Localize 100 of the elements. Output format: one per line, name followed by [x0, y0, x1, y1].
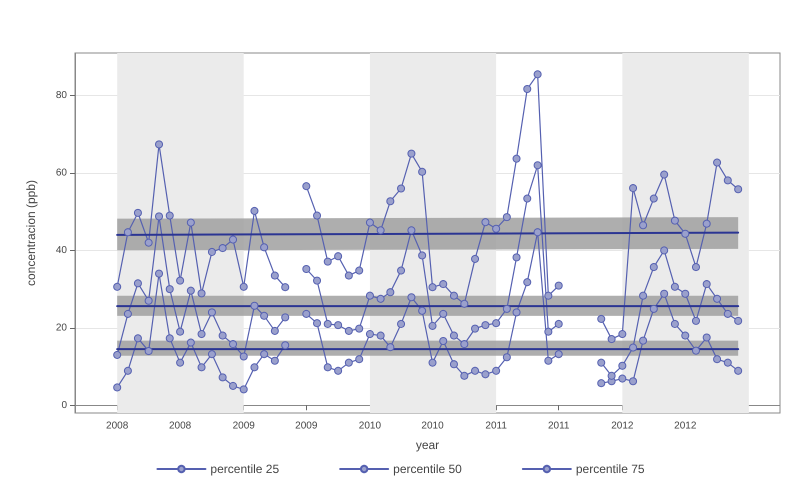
- point: [186, 286, 195, 295]
- y-tick-label: 60: [56, 168, 68, 178]
- point: [512, 253, 521, 262]
- point: [250, 363, 258, 372]
- point: [534, 70, 542, 78]
- point: [281, 283, 290, 292]
- y-tick-label: 0: [61, 400, 68, 411]
- point: [113, 383, 122, 392]
- point: [407, 293, 416, 302]
- point: [240, 282, 248, 291]
- point: [260, 312, 268, 320]
- point: [523, 85, 532, 93]
- point: [734, 366, 742, 375]
- point: [692, 263, 700, 272]
- point: [344, 358, 353, 367]
- point: [134, 279, 142, 288]
- point: [460, 300, 468, 308]
- point: [281, 313, 290, 322]
- point: [208, 350, 216, 358]
- point: [512, 154, 521, 163]
- point: [208, 308, 216, 316]
- point: [376, 294, 385, 303]
- point: [260, 243, 268, 252]
- point: [218, 332, 227, 340]
- point: [554, 282, 563, 290]
- point: [134, 208, 142, 217]
- point: [554, 320, 563, 328]
- point: [198, 330, 206, 338]
- point: [702, 220, 711, 228]
- point: [376, 332, 385, 340]
- point: [270, 356, 279, 365]
- point: [418, 168, 426, 176]
- point: [650, 304, 658, 313]
- point: [229, 236, 238, 244]
- point: [439, 310, 448, 318]
- point: [386, 197, 394, 206]
- point: [692, 316, 700, 325]
- point: [418, 251, 426, 260]
- point: [597, 358, 606, 367]
- y-axis-title: concentracion (ppb): [24, 180, 38, 286]
- point: [155, 212, 164, 220]
- point: [313, 276, 322, 285]
- point: [534, 228, 542, 236]
- point: [512, 308, 521, 316]
- point: [176, 358, 184, 367]
- point: [597, 314, 606, 323]
- point: [650, 263, 658, 272]
- point: [724, 310, 732, 318]
- point: [166, 334, 174, 342]
- point: [450, 292, 458, 300]
- point: [250, 302, 258, 310]
- point: [155, 140, 164, 148]
- point: [471, 324, 480, 333]
- x-tick-label: 2011: [548, 420, 570, 432]
- point: [270, 326, 279, 335]
- point: [502, 353, 511, 362]
- x-tick-label: 2011: [485, 420, 508, 432]
- point: [397, 266, 406, 275]
- point: [124, 310, 132, 318]
- point: [186, 218, 195, 227]
- y-tick-label: 20: [56, 322, 68, 334]
- legend-label: percentile 75: [576, 462, 645, 476]
- y-tick-label: 80: [56, 90, 68, 102]
- x-tick-label: 2008: [168, 420, 192, 432]
- point: [366, 330, 374, 338]
- point: [218, 244, 227, 252]
- point: [313, 212, 322, 220]
- point: [198, 363, 206, 372]
- point: [608, 335, 616, 344]
- point: [523, 194, 532, 203]
- point: [481, 321, 490, 330]
- point: [492, 224, 500, 233]
- point: [629, 184, 638, 192]
- point: [344, 272, 353, 280]
- point: [597, 379, 606, 388]
- point: [650, 194, 658, 203]
- point: [229, 340, 238, 348]
- point: [144, 347, 153, 356]
- point: [428, 322, 437, 330]
- point: [208, 248, 216, 256]
- point: [198, 289, 206, 298]
- point: [502, 304, 511, 313]
- point: [260, 350, 268, 358]
- point: [376, 226, 385, 234]
- point: [460, 340, 468, 348]
- point: [608, 372, 616, 380]
- point: [355, 266, 364, 275]
- point: [713, 355, 722, 364]
- point: [618, 374, 626, 383]
- point: [702, 280, 711, 288]
- point: [124, 228, 132, 236]
- point: [639, 292, 648, 300]
- point: [639, 336, 648, 345]
- x-tick-label: 2012: [674, 420, 697, 432]
- point: [302, 182, 310, 190]
- point: [334, 366, 342, 375]
- point: [176, 328, 184, 336]
- point: [670, 320, 679, 328]
- point: [281, 341, 290, 350]
- point: [481, 370, 490, 378]
